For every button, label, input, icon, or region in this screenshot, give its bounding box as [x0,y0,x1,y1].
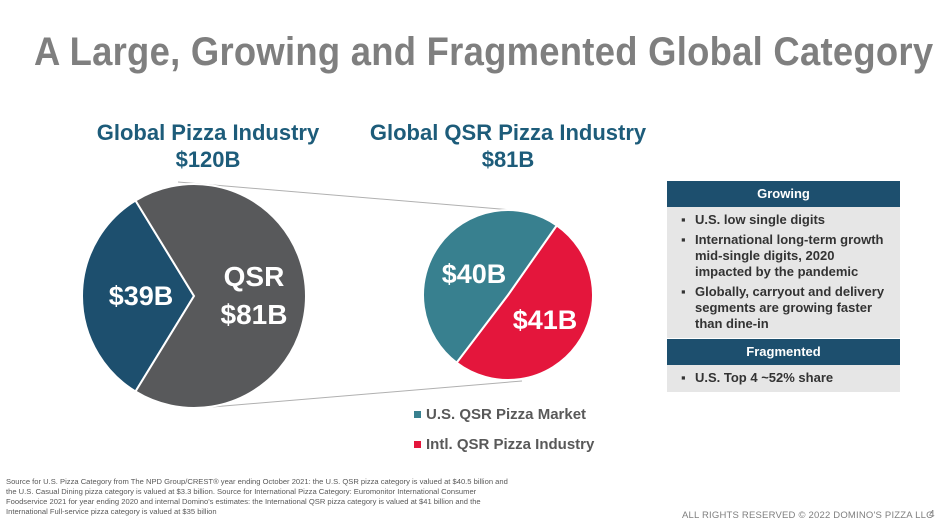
bullet-icon: ▪ [681,284,686,299]
pie2-heading: Global QSR Pizza Industry $81B [368,119,648,173]
source-footnote: Source for U.S. Pizza Category from The … [6,477,508,516]
pie2-title: Global QSR Pizza Industry [369,120,647,145]
growing-header: Growing [667,181,900,207]
pie2-slice-us [422,209,559,365]
connector-line-bottom [211,380,523,408]
copyright-footer: ALL RIGHTS RESERVED © 2022 DOMINO'S PIZZ… [682,510,934,521]
bullet-icon: ▪ [681,370,686,385]
legend-swatch-red [414,441,421,448]
list-item: ▪ International long-term growth mid-sing… [679,232,892,280]
list-item-text: International long-term growth mid-singl… [695,232,884,279]
legend-swatch-teal [414,411,421,418]
legend-label: U.S. QSR Pizza Market [426,406,587,423]
pie1-global-pizza: $39B QSR $81B [81,183,307,409]
list-item-text: U.S. Top 4 ~52% share [695,370,834,385]
pie1-total: $120B [175,147,241,172]
connector-line-top [177,181,513,211]
pie2-label-us: $40B [442,259,507,289]
list-item: ▪ U.S. Top 4 ~52% share [679,370,892,386]
growing-panel: Growing ▪ U.S. low single digits ▪ Interna… [667,181,900,338]
list-item-text: U.S. low single digits [695,212,826,227]
pie1-label-qsr-value: $81B [221,299,288,330]
fragmented-header: Fragmented [667,339,900,365]
fragmented-list: ▪ U.S. Top 4 ~52% share [667,365,900,394]
legend-label: Intl. QSR Pizza Industry [426,436,595,453]
fragmented-panel: Fragmented ▪ U.S. Top 4 ~52% share [667,339,900,392]
pie1-heading: Global Pizza Industry $120B [88,119,328,173]
page-title: A Large, Growing and Fragmented Global C… [34,30,934,74]
legend-item-intl-qsr: Intl. QSR Pizza Industry [414,436,594,453]
list-item: ▪ Globally, carryout and delivery segment… [679,284,892,332]
pie1-label-other: $39B [109,281,174,311]
pie-charts: $39B QSR $81B $40B$41B [81,181,594,409]
list-item: ▪ U.S. low single digits [679,212,892,228]
pie1-slice-qsr [134,183,307,409]
pie2-global-qsr: $40B$41B [422,209,594,381]
bullet-icon: ▪ [681,232,686,247]
pie2-total: $81B [481,147,535,172]
pie2-slice-intl [455,223,594,381]
legend-item-us-qsr: U.S. QSR Pizza Market [414,406,586,423]
pie1-label-qsr: QSR [224,261,285,292]
pie1-title: Global Pizza Industry [96,120,320,145]
growing-list: ▪ U.S. low single digits ▪ International l… [667,207,900,340]
page-number: 4 [929,509,935,520]
list-item-text: Globally, carryout and delivery segments… [695,284,885,331]
pie2-label-intl: $41B [513,305,578,335]
bullet-icon: ▪ [681,212,686,227]
pie1-slice-other [81,199,196,393]
